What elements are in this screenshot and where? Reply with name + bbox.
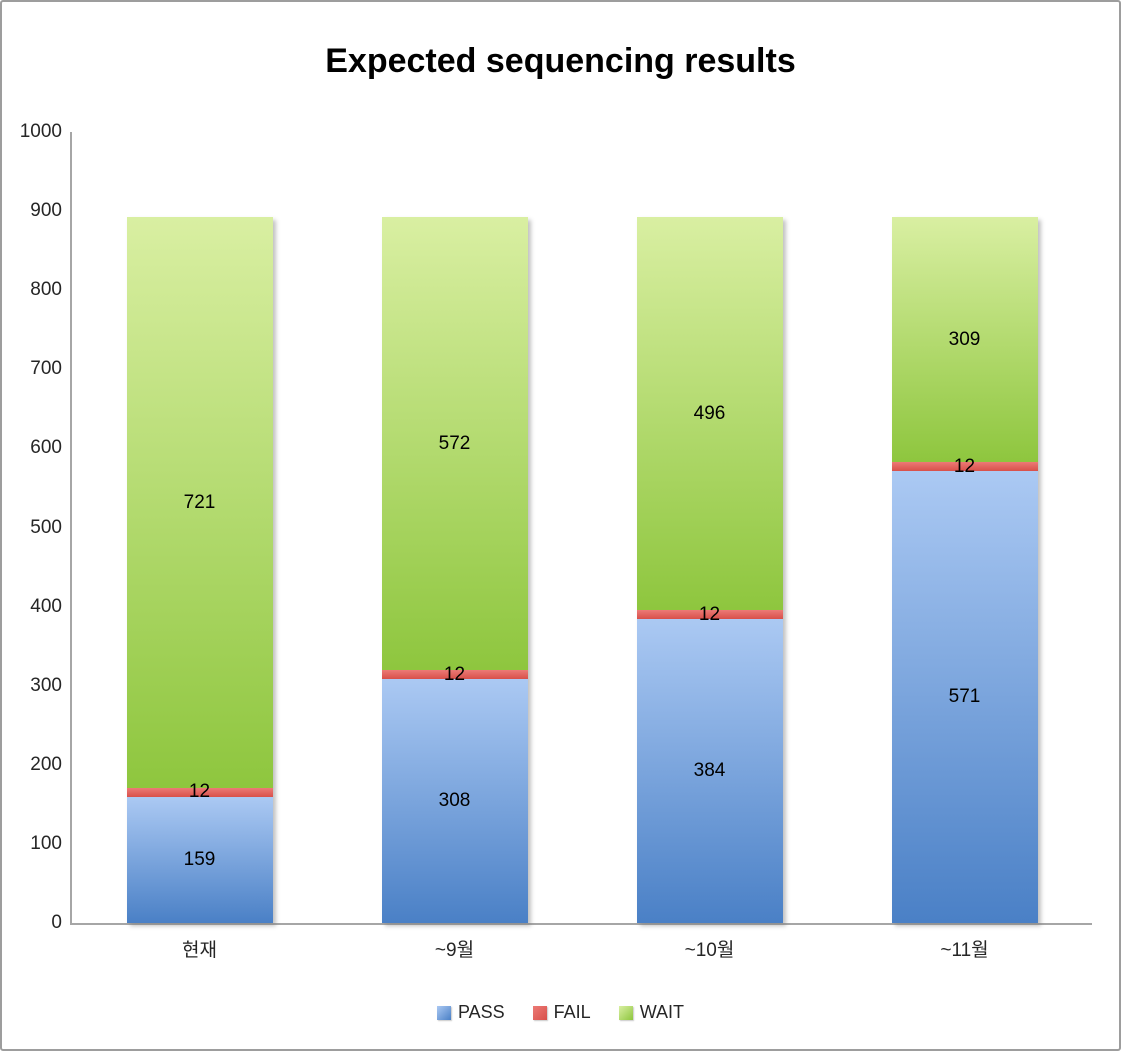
bar-value-label: 12: [953, 455, 976, 477]
stacked-bar-2: 572 12 308: [381, 217, 528, 923]
chart-legend: PASS FAIL WAIT: [2, 1002, 1119, 1023]
chart-title: Expected sequencing results: [325, 42, 796, 80]
legend-item-fail: FAIL: [532, 1002, 591, 1023]
legend-swatch-icon: [618, 1005, 633, 1020]
bar-segment-wait: 309: [891, 217, 1038, 462]
bar-value-label: 571: [948, 686, 981, 708]
legend-swatch-icon: [436, 1005, 451, 1020]
bar-segment-wait: 721: [126, 217, 273, 788]
y-axis-tick-label: 700: [30, 358, 62, 380]
bar-value-label: 12: [443, 663, 466, 685]
bar-segment-fail: 12: [381, 664, 528, 685]
bar-value-label: 12: [698, 603, 721, 625]
bar-segment-pass: 159: [126, 797, 273, 923]
legend-item-wait: WAIT: [618, 1002, 685, 1023]
bar-segment-wait: 572: [381, 217, 528, 670]
bar-segment-pass: 384: [636, 619, 783, 923]
legend-item-pass: PASS: [436, 1002, 505, 1023]
y-axis-tick-label: 0: [51, 912, 62, 933]
y-axis-tick-label: 600: [30, 437, 62, 459]
y-axis-tick-label: 900: [30, 200, 62, 222]
y-axis-tick-label: 500: [30, 516, 62, 538]
bar-value-label: 309: [948, 328, 981, 350]
y-axis-tick-label: 1000: [19, 121, 62, 142]
x-axis-category-label: ~9월: [434, 940, 475, 961]
y-axis-tick-label: 100: [30, 832, 62, 854]
bar-value-label: 384: [693, 760, 726, 782]
bar-value-label: 12: [188, 781, 211, 803]
legend-label: FAIL: [553, 1002, 591, 1022]
bar-value-label: 159: [183, 849, 216, 871]
plot-area: 0 100 200 300 400 500 600 700 800 900 1000 721 12 15…: [20, 121, 1092, 961]
x-axis-category-label: 현재: [182, 940, 217, 961]
bar-value-label: 308: [438, 790, 471, 812]
stacked-bar-1: 721 12 159: [126, 217, 273, 923]
y-axis-tick-label: 800: [30, 279, 62, 301]
bar-value-label: 721: [183, 491, 216, 513]
y-axis-tick-label: 300: [30, 674, 62, 696]
stacked-bar-4: 309 12 571: [891, 217, 1038, 923]
bar-value-label: 496: [693, 402, 726, 424]
bar-segment-fail: 12: [891, 456, 1038, 477]
x-axis-category-label: ~11월: [940, 940, 989, 961]
legend-label: PASS: [457, 1002, 505, 1022]
bar-segment-fail: 12: [126, 781, 273, 802]
y-axis-tick-label: 400: [30, 595, 62, 617]
bar-segment-pass: 308: [381, 679, 528, 923]
x-axis-category-label: ~10월: [684, 940, 735, 961]
bar-value-label: 572: [438, 432, 471, 454]
y-axis-tick-label: 200: [30, 753, 62, 775]
bar-segment-wait: 496: [636, 217, 783, 610]
bar-segment-pass: 571: [891, 471, 1038, 923]
stacked-bar-3: 496 12 384: [636, 217, 783, 923]
legend-swatch-icon: [532, 1005, 547, 1020]
bar-segment-fail: 12: [636, 604, 783, 625]
legend-label: WAIT: [639, 1002, 685, 1022]
